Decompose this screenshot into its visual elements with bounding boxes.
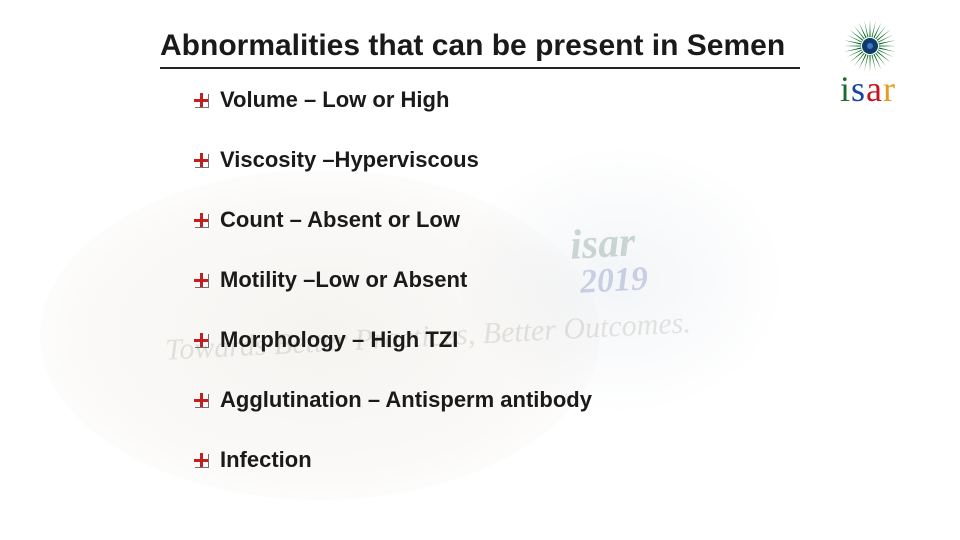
list-item: Viscosity –Hyperviscous: [194, 147, 840, 173]
list-item: Volume – Low or High: [194, 87, 840, 113]
logo-letter-s: s: [851, 69, 866, 109]
bullet-text: Count – Absent or Low: [220, 207, 460, 233]
plus-bullet-icon: [194, 333, 208, 347]
logo-letter-r: r: [883, 69, 896, 109]
list-item: Infection: [194, 447, 840, 473]
logo-letter-i: i: [840, 69, 851, 109]
bullet-text: Volume – Low or High: [220, 87, 449, 113]
plus-bullet-icon: [194, 453, 208, 467]
plus-bullet-icon: [194, 213, 208, 227]
logo-wordmark: isar: [840, 68, 940, 110]
logo-sunburst-icon: [840, 16, 900, 72]
bullet-list: Volume – Low or High Viscosity –Hypervis…: [160, 87, 840, 473]
plus-bullet-icon: [194, 393, 208, 407]
bullet-text: Agglutination – Antisperm antibody: [220, 387, 592, 413]
plus-bullet-icon: [194, 273, 208, 287]
slide-title: Abnormalities that can be present in Sem…: [160, 28, 800, 69]
plus-bullet-icon: [194, 153, 208, 167]
bullet-text: Motility –Low or Absent: [220, 267, 467, 293]
plus-bullet-icon: [194, 93, 208, 107]
bullet-text: Infection: [220, 447, 312, 473]
slide-content: Abnormalities that can be present in Sem…: [0, 0, 840, 473]
bullet-text: Viscosity –Hyperviscous: [220, 147, 479, 173]
bullet-text: Morphology – High TZI: [220, 327, 458, 353]
logo-letter-a: a: [866, 69, 883, 109]
list-item: Count – Absent or Low: [194, 207, 840, 233]
isar-logo: isar: [840, 16, 940, 110]
list-item: Motility –Low or Absent: [194, 267, 840, 293]
list-item: Agglutination – Antisperm antibody: [194, 387, 840, 413]
list-item: Morphology – High TZI: [194, 327, 840, 353]
